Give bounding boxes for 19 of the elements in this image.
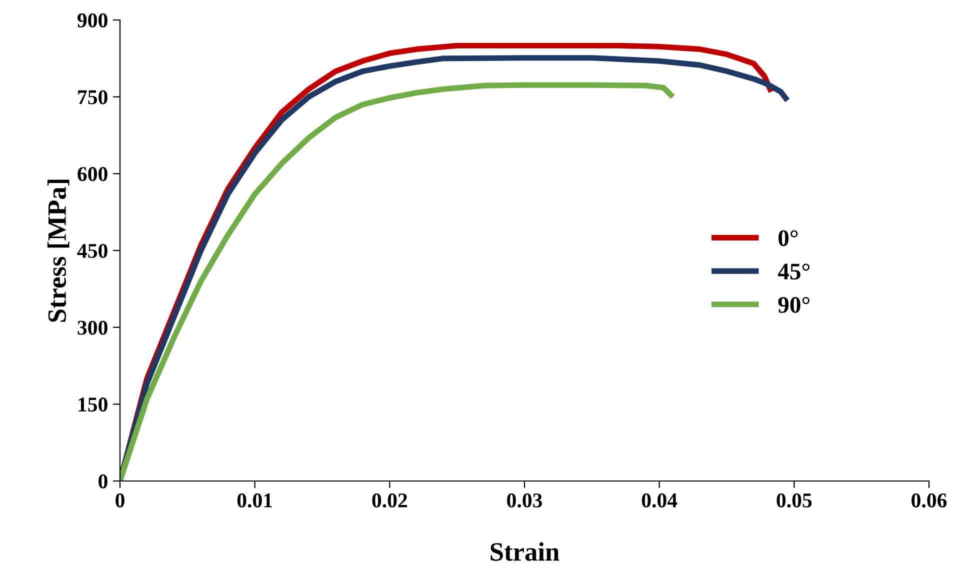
y-tick-label: 900 [78, 13, 108, 28]
x-tick-label: 0.02 [372, 493, 407, 508]
x-tick-label: 0 [116, 493, 124, 508]
y-tick-label: 750 [78, 90, 108, 104]
y-tick-label: 300 [78, 320, 108, 335]
legend-label: 45° [778, 264, 810, 280]
y-tick-label: 450 [77, 244, 108, 258]
x-tick-label: 0.03 [507, 493, 542, 508]
x-tick-label: 0.01 [237, 493, 272, 508]
y-tick-label: 150 [78, 398, 108, 412]
y-tick-label: 0 [98, 474, 108, 488]
legend-label: 0° [778, 230, 798, 246]
x-tick-label: 0.05 [776, 493, 812, 508]
x-tick-label: 0.04 [642, 493, 678, 508]
x-tick-label: 0.06 [912, 493, 947, 508]
x-axis-title: Strain [490, 542, 560, 561]
y-axis-title: Stress [MPa] [47, 180, 70, 322]
y-tick-label: 600 [78, 167, 108, 182]
legend-label: 90° [778, 296, 810, 313]
